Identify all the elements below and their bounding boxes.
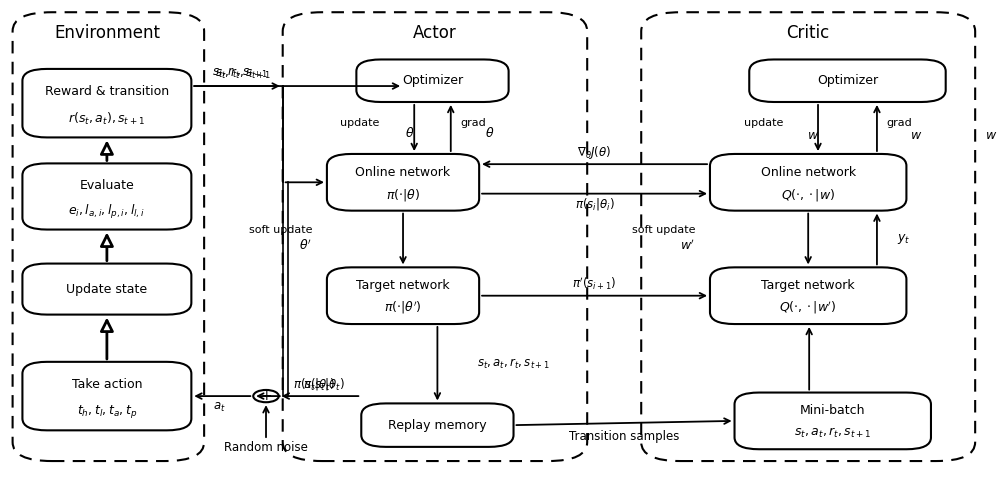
Text: $Q(\cdot, \cdot| w)$: $Q(\cdot, \cdot| w)$ — [781, 187, 835, 203]
Text: Environment: Environment — [55, 24, 161, 43]
Text: $\pi'(s_{i+1})$: $\pi'(s_{i+1})$ — [572, 276, 617, 292]
Text: $w$: $w$ — [985, 129, 997, 141]
Text: $s_t, a_t, r_t, s_{t+1}$: $s_t, a_t, r_t, s_{t+1}$ — [477, 357, 550, 371]
Text: $\pi(s_t|\theta_t)$: $\pi(s_t|\theta_t)$ — [293, 376, 334, 392]
Text: Target network: Target network — [761, 279, 855, 292]
Text: Take action: Take action — [72, 378, 142, 391]
Text: Target network: Target network — [356, 279, 450, 292]
FancyBboxPatch shape — [361, 403, 514, 447]
Text: $t_h, t_l, t_a, t_p$: $t_h, t_l, t_a, t_p$ — [77, 403, 137, 420]
FancyBboxPatch shape — [710, 154, 906, 211]
Text: $Q(\cdot, \cdot| w')$: $Q(\cdot, \cdot| w')$ — [779, 300, 837, 316]
Text: soft update: soft update — [632, 225, 695, 235]
Text: $w$: $w$ — [910, 129, 922, 141]
Text: $\theta$: $\theta$ — [485, 126, 495, 140]
Text: update: update — [340, 118, 380, 128]
Text: $e_i, l_{a,i}, l_{p,i}, l_{l,i}$: $e_i, l_{a,i}, l_{p,i}, l_{l,i}$ — [68, 203, 145, 221]
Text: $w'$: $w'$ — [680, 239, 695, 253]
FancyBboxPatch shape — [22, 163, 191, 229]
Text: Actor: Actor — [413, 24, 457, 43]
Text: $\nabla_\theta J(\theta)$: $\nabla_\theta J(\theta)$ — [577, 144, 612, 161]
Text: $\pi(\cdot|\theta)$: $\pi(\cdot|\theta)$ — [386, 187, 420, 203]
Text: Transition samples: Transition samples — [569, 431, 679, 444]
FancyBboxPatch shape — [735, 392, 931, 449]
FancyBboxPatch shape — [13, 12, 204, 461]
FancyBboxPatch shape — [356, 59, 509, 102]
FancyBboxPatch shape — [283, 12, 587, 461]
Text: grad: grad — [887, 118, 913, 128]
Text: $\pi(s_i|\theta_i)$: $\pi(s_i|\theta_i)$ — [575, 196, 614, 212]
Text: $r(s_t, a_t), s_{t+1}$: $r(s_t, a_t), s_{t+1}$ — [68, 111, 145, 127]
FancyBboxPatch shape — [327, 267, 479, 324]
FancyBboxPatch shape — [710, 267, 906, 324]
FancyBboxPatch shape — [641, 12, 975, 461]
Text: Optimizer: Optimizer — [817, 74, 878, 87]
Text: Critic: Critic — [787, 24, 830, 43]
Text: Mini-batch: Mini-batch — [800, 404, 865, 417]
Text: $w$: $w$ — [807, 129, 819, 141]
Text: soft update: soft update — [249, 225, 312, 235]
Text: Reward & transition: Reward & transition — [45, 85, 169, 98]
Text: $y_t$: $y_t$ — [897, 232, 910, 246]
Text: Replay memory: Replay memory — [388, 419, 487, 432]
Text: Update state: Update state — [66, 282, 147, 295]
FancyBboxPatch shape — [22, 263, 191, 315]
Text: $\theta$: $\theta$ — [405, 126, 414, 140]
Text: $s_t, a_t, r_t, s_{t+1}$: $s_t, a_t, r_t, s_{t+1}$ — [794, 426, 871, 440]
Text: $s_t, r_t, s_{t+1}$: $s_t, r_t, s_{t+1}$ — [212, 66, 269, 80]
Text: Optimizer: Optimizer — [402, 74, 463, 87]
Text: $\pi(\cdot|\theta')$: $\pi(\cdot|\theta')$ — [384, 300, 422, 316]
Text: grad: grad — [461, 118, 486, 128]
FancyBboxPatch shape — [22, 69, 191, 137]
Text: Random noise: Random noise — [224, 441, 308, 454]
Text: $+$: $+$ — [260, 389, 272, 403]
Text: $\theta'$: $\theta'$ — [299, 239, 312, 253]
Text: $s_t, r_t, s_{t+1}$: $s_t, r_t, s_{t+1}$ — [215, 67, 271, 81]
Text: update: update — [744, 118, 784, 128]
FancyBboxPatch shape — [22, 362, 191, 430]
FancyBboxPatch shape — [327, 154, 479, 211]
Text: $\pi(s_t|\theta_t)$: $\pi(s_t|\theta_t)$ — [303, 376, 345, 392]
Text: Online network: Online network — [355, 165, 451, 179]
Text: $a_t$: $a_t$ — [213, 402, 225, 414]
Text: Online network: Online network — [761, 165, 856, 179]
Text: Evaluate: Evaluate — [80, 179, 134, 192]
FancyBboxPatch shape — [749, 59, 946, 102]
